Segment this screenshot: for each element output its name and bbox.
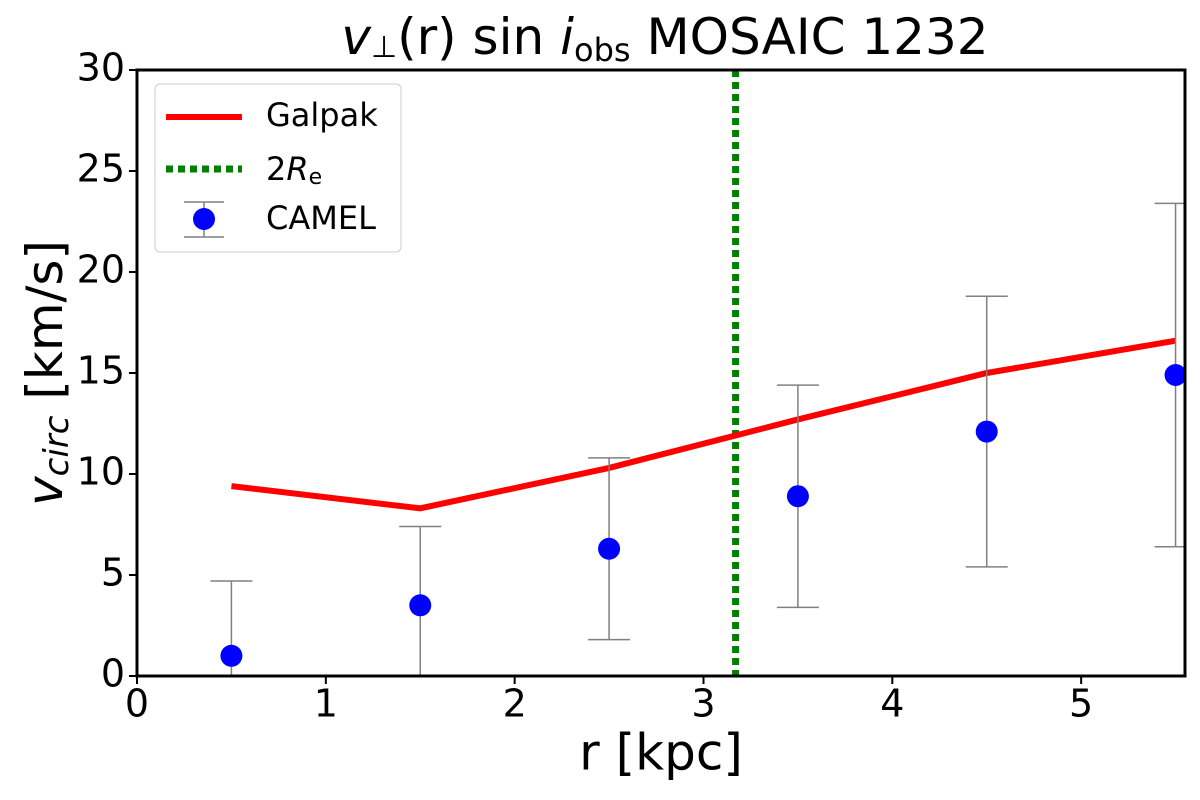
legend-label: CAMEL: [266, 199, 376, 237]
point: [220, 644, 243, 667]
legend-label: 2Re: [266, 150, 322, 190]
title-part: (r) sin: [397, 8, 560, 66]
y-tick-label: 25: [77, 147, 125, 191]
point: [786, 485, 809, 508]
point: [598, 537, 621, 560]
x-tick-label: 1: [314, 682, 338, 726]
title-part: ⊥: [371, 30, 397, 65]
title-part: v: [341, 8, 372, 66]
plot-area: [210, 70, 1185, 676]
legend-part: e: [309, 165, 323, 190]
line: [231, 337, 1177, 512]
title-part: i: [560, 8, 574, 66]
ylabel-part: [km/s]: [16, 240, 74, 415]
x-tick-label: 2: [503, 682, 527, 726]
y-tick-label: 20: [77, 248, 125, 292]
y-tick-label: 10: [77, 450, 125, 494]
title-part: obs: [574, 31, 631, 69]
point: [409, 594, 432, 617]
point: [975, 420, 998, 443]
ylabel-part: v: [16, 475, 74, 506]
chart-title: v⊥(r) sin iobs MOSAIC 1232: [341, 8, 988, 70]
ylabel-part: circ: [37, 415, 77, 476]
x-tick-label: 0: [125, 682, 149, 726]
point: [1164, 364, 1185, 387]
x-tick-label: 4: [880, 682, 904, 726]
legend-part: R: [286, 150, 308, 188]
y-tick-label: 5: [101, 551, 125, 595]
x-axis-label: r [kpc]: [579, 724, 743, 782]
title-part: MOSAIC 1232: [631, 8, 989, 66]
legend-label: Galpak: [266, 96, 378, 134]
legend: Galpak 2Re CAMEL: [154, 83, 402, 253]
y-tick-label: 0: [101, 652, 125, 696]
y-tick-label: 30: [77, 46, 125, 90]
legend-box: [154, 83, 402, 253]
legend-part: 2: [266, 150, 286, 188]
legend-handle: [193, 208, 215, 230]
x-tick-label: 3: [691, 682, 715, 726]
x-tick-label: 5: [1069, 682, 1093, 726]
y-tick-label: 15: [77, 349, 125, 393]
y-axis-label: vcirc [km/s]: [16, 240, 77, 506]
